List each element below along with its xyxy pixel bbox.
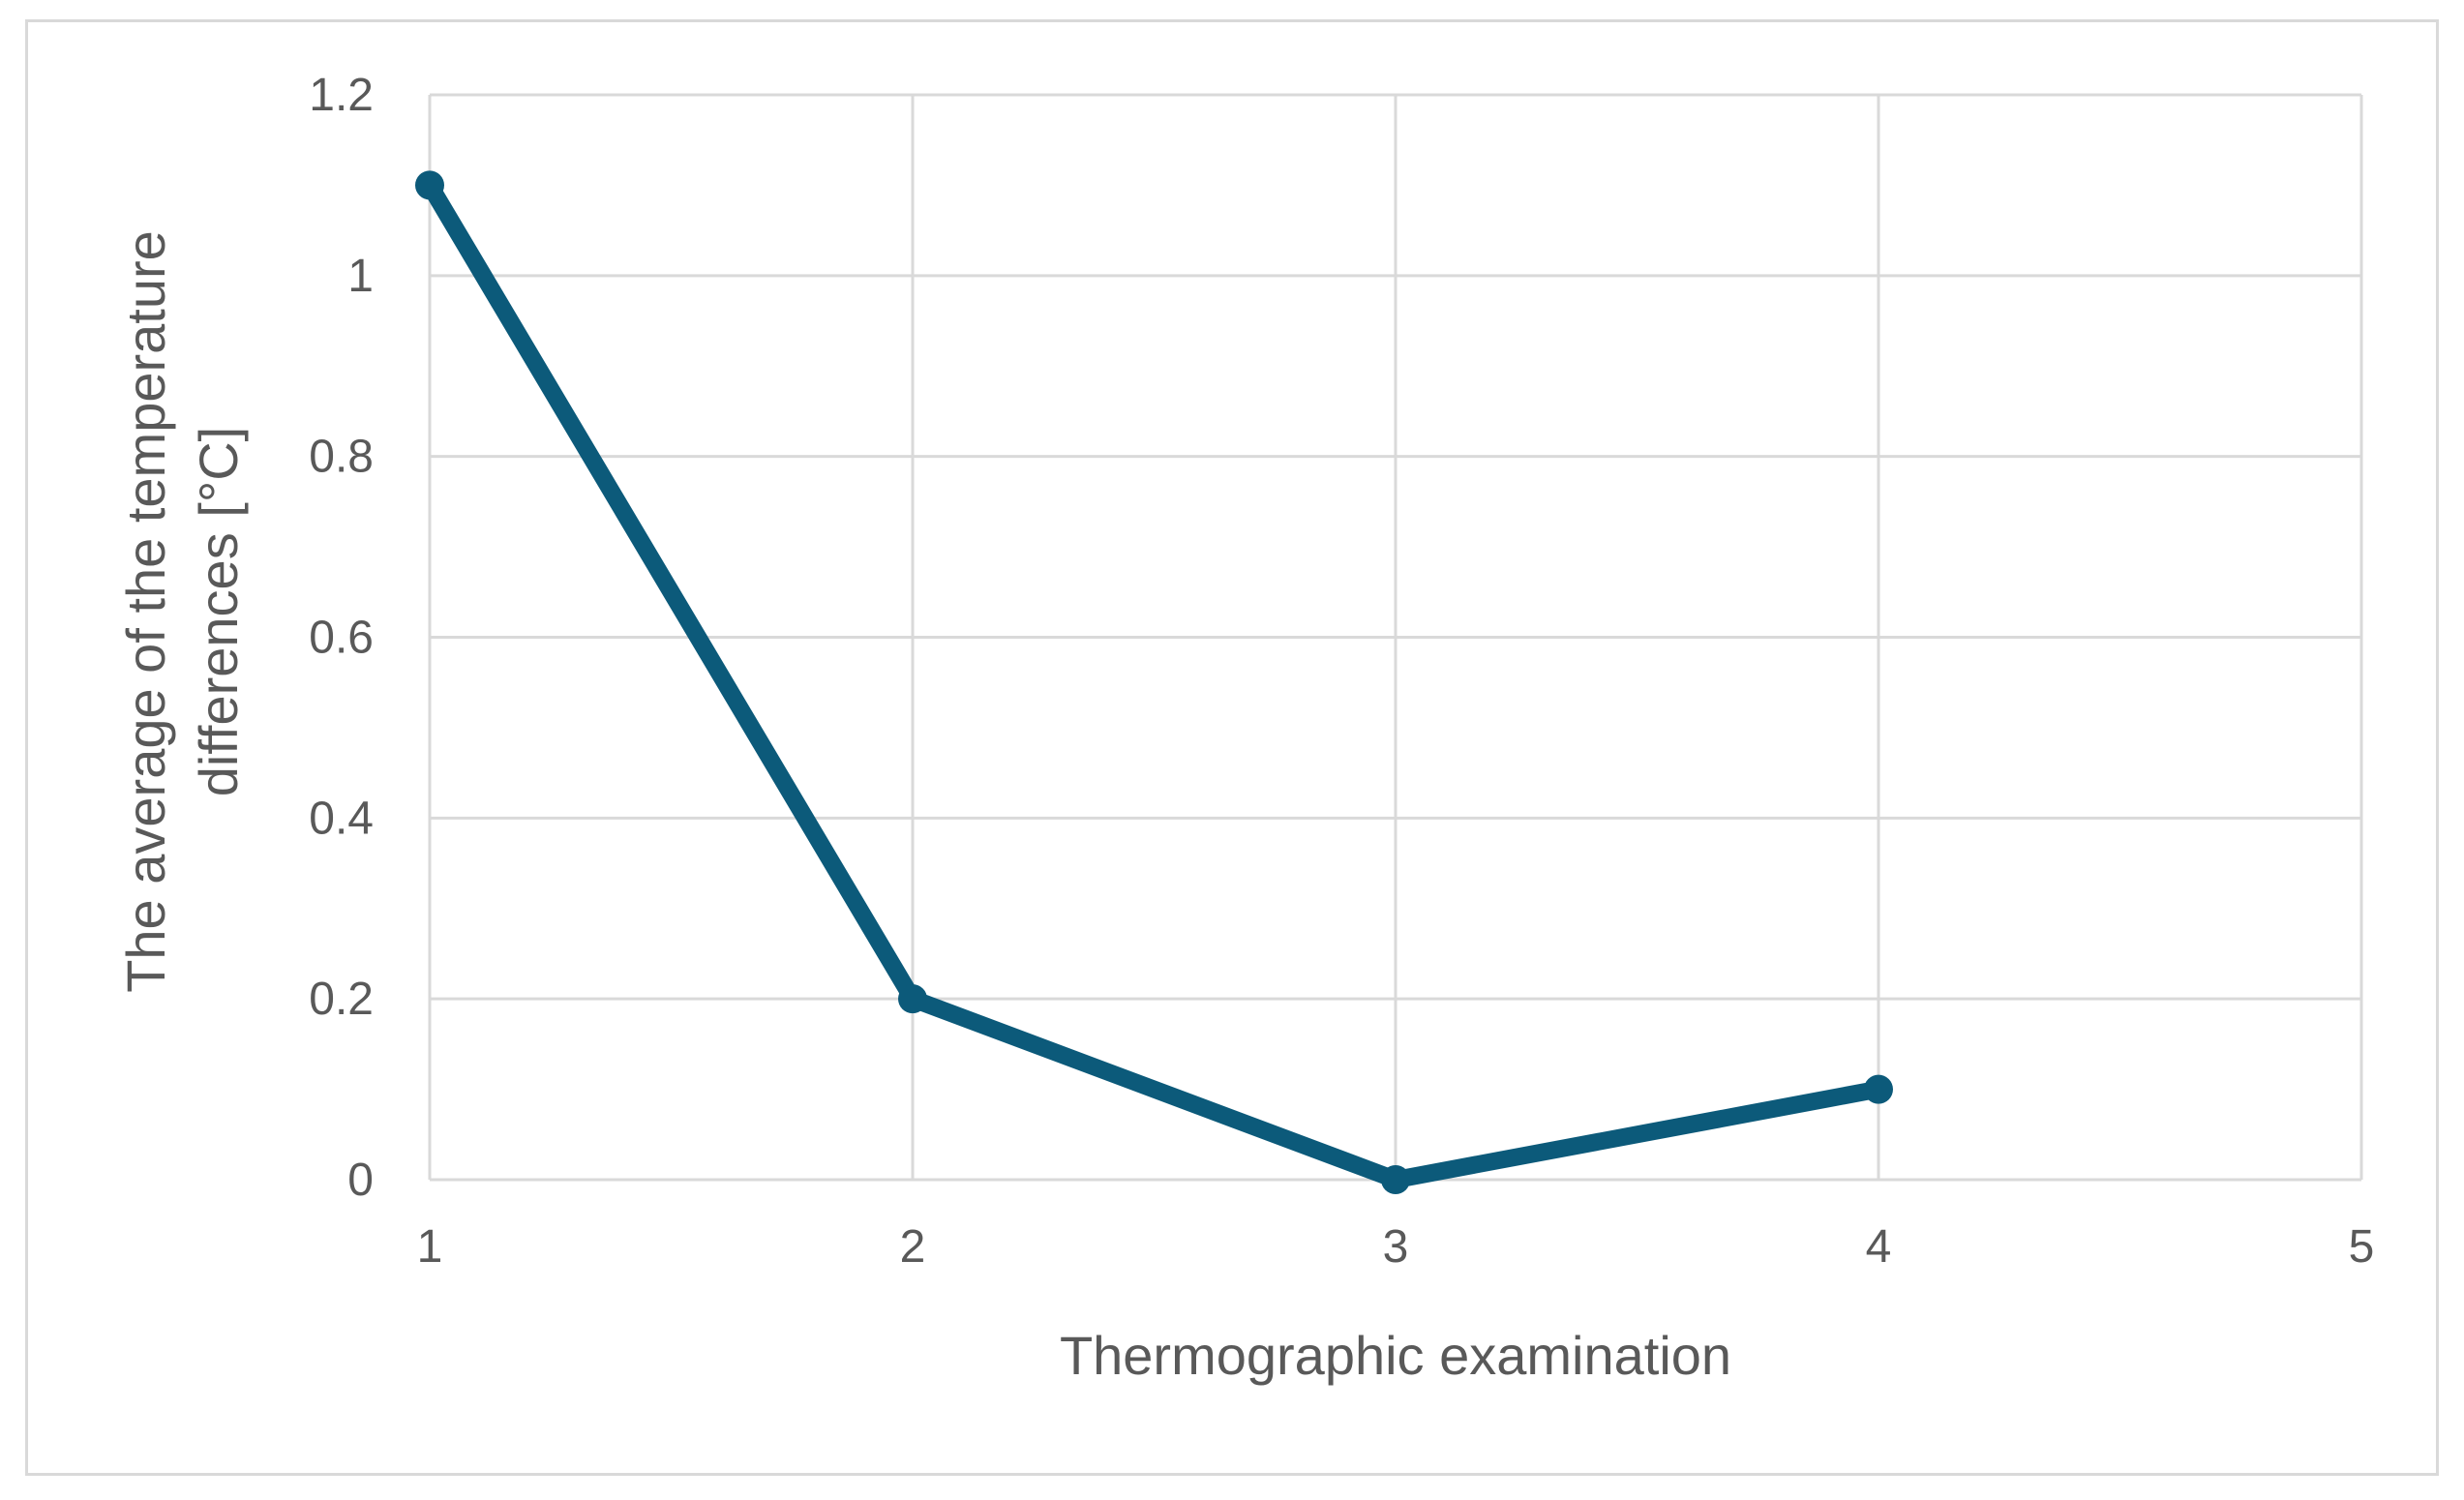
y-tick-label-0: 0 (347, 1155, 374, 1206)
series-line-0 (421, 176, 1887, 1188)
x-tick-label-3: 4 (1866, 1221, 1892, 1273)
y-tick-label-1: 0.2 (309, 974, 374, 1025)
x-axis-title: Thermographic examination (1060, 1325, 1731, 1386)
y-tick-label-6: 1.2 (309, 70, 374, 121)
y-tick-label-3: 0.6 (309, 613, 374, 664)
x-tick-label-2: 3 (1383, 1221, 1409, 1273)
y-tick-label-2: 0.4 (309, 793, 374, 844)
y-axis-title: The average of the temperature differenc… (115, 230, 249, 993)
y-axis-title-line-1: The average of the temperature (115, 230, 176, 993)
y-tick-label-4: 0.8 (309, 432, 374, 483)
x-axis-ticks: 1 2 3 4 5 (417, 1221, 2375, 1273)
x-tick-label-4: 5 (2349, 1221, 2375, 1273)
y-axis-ticks: 0 0.2 0.4 0.6 0.8 1 1.2 (309, 70, 374, 1206)
y-tick-label-5: 1 (347, 251, 374, 302)
series (415, 170, 1893, 1194)
y-axis-title-line-2: differences [°C] (188, 427, 249, 796)
x-tick-label-0: 1 (417, 1221, 443, 1273)
data-point-0-2 (1381, 1165, 1410, 1194)
data-point-0-3 (1864, 1074, 1893, 1104)
chart-frame (25, 19, 2439, 1476)
x-tick-label-1: 2 (900, 1221, 926, 1273)
data-point-0-0 (415, 170, 444, 200)
grid (428, 93, 2363, 1182)
data-point-0-1 (898, 984, 927, 1014)
